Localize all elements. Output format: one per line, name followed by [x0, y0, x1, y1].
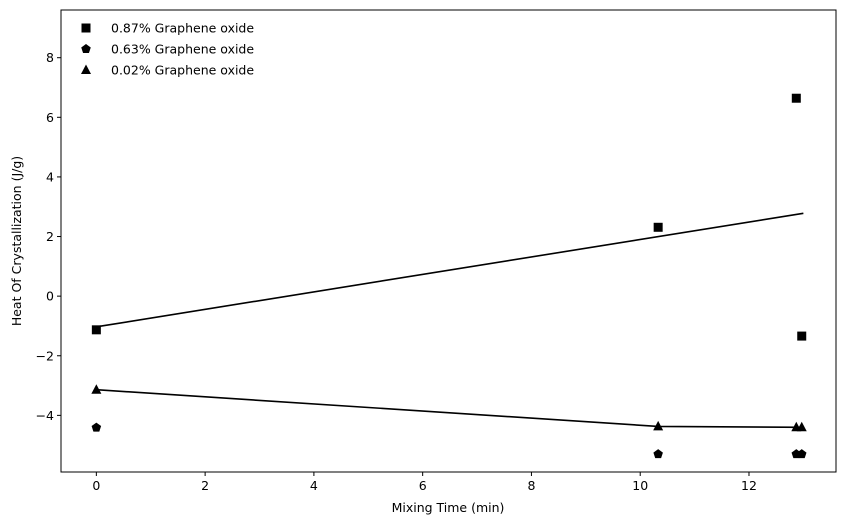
axis-ticks: 0 2 4 6 8 10 12 −4 −2 0 2 4 6 8 — [36, 50, 757, 493]
plot-frame — [60, 9, 837, 473]
x-tick-label: 10 — [632, 478, 648, 493]
legend: 0.87% Graphene oxide 0.63% Graphene oxide… — [81, 21, 254, 78]
data-point — [91, 384, 102, 394]
x-tick-label: 12 — [741, 478, 757, 493]
x-tick-label: 0 — [92, 478, 100, 493]
data-point — [791, 93, 801, 103]
y-tick-label: 4 — [46, 169, 54, 184]
y-tick-label: 2 — [46, 229, 54, 244]
x-axis-title: Mixing Time (min) — [392, 500, 505, 515]
data-point — [796, 421, 807, 432]
y-tick-label: 8 — [46, 50, 54, 65]
series-line — [96, 212, 804, 328]
data-point — [91, 325, 101, 335]
y-axis-title: Heat Of Crystallization (J/g) — [9, 156, 24, 326]
data-point — [653, 420, 664, 431]
legend-marker — [81, 23, 91, 33]
y-tick-label: −2 — [36, 348, 54, 363]
legend-label: 0.63% Graphene oxide — [111, 42, 254, 57]
series-line — [96, 388, 804, 429]
data-point — [653, 222, 663, 232]
plot-marks — [91, 93, 807, 459]
data-point — [653, 449, 663, 459]
y-tick-label: −4 — [36, 408, 54, 423]
y-tick-label: 0 — [46, 289, 54, 304]
x-tick-label: 8 — [527, 478, 535, 493]
x-tick-label: 4 — [310, 478, 318, 493]
legend-label: 0.02% Graphene oxide — [111, 63, 254, 78]
data-point — [91, 422, 102, 432]
legend-marker — [81, 64, 91, 74]
legend-label: 0.87% Graphene oxide — [111, 21, 254, 36]
x-tick-label: 2 — [201, 478, 209, 493]
legend-marker — [81, 44, 91, 54]
x-tick-label: 6 — [419, 478, 427, 493]
data-point — [796, 449, 807, 459]
y-tick-label: 6 — [46, 110, 54, 125]
data-point — [797, 331, 807, 341]
